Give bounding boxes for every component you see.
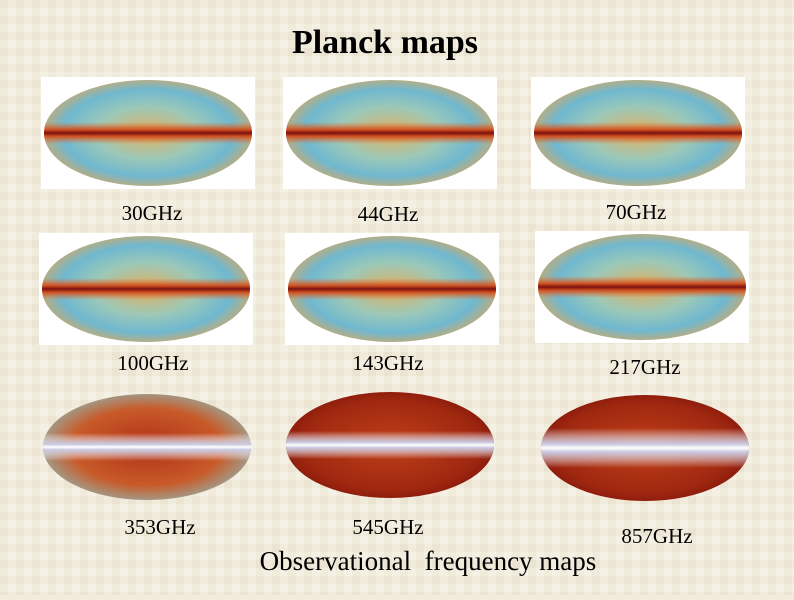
map-label: 44GHz (358, 202, 419, 226)
sky-map: 100GHz (39, 233, 253, 375)
sky-map: 545GHz (286, 392, 494, 539)
galactic-plane (538, 276, 746, 298)
map-label: 353GHz (124, 515, 195, 539)
galactic-plane (43, 433, 251, 461)
galactic-plane (286, 431, 494, 459)
sky-map: 217GHz (535, 231, 749, 379)
galactic-plane (44, 122, 252, 144)
galactic-plane (288, 278, 496, 300)
map-label: 217GHz (609, 355, 680, 379)
sky-map: 70GHz (531, 77, 745, 224)
slide-title: Planck maps (292, 24, 478, 61)
caption: Observational frequency maps (260, 546, 597, 576)
sky-map: 143GHz (285, 233, 499, 375)
map-label: 100GHz (117, 351, 188, 375)
galactic-plane (534, 122, 742, 144)
sky-map: 353GHz (43, 394, 251, 539)
map-grid: 30GHz 44GHz 70GHz 100GHz 143GHz 217GHz 353GHz 5… (39, 77, 749, 548)
galactic-plane (541, 428, 749, 468)
sky-map: 30GHz (41, 77, 255, 225)
sky-map: 44GHz (283, 77, 497, 226)
map-label: 143GHz (352, 351, 423, 375)
map-label: 70GHz (606, 200, 667, 224)
galactic-plane (286, 122, 494, 144)
sky-map: 857GHz (541, 395, 749, 548)
map-label: 30GHz (122, 201, 183, 225)
galactic-plane (42, 278, 250, 300)
map-label: 545GHz (352, 515, 423, 539)
map-label: 857GHz (621, 524, 692, 548)
